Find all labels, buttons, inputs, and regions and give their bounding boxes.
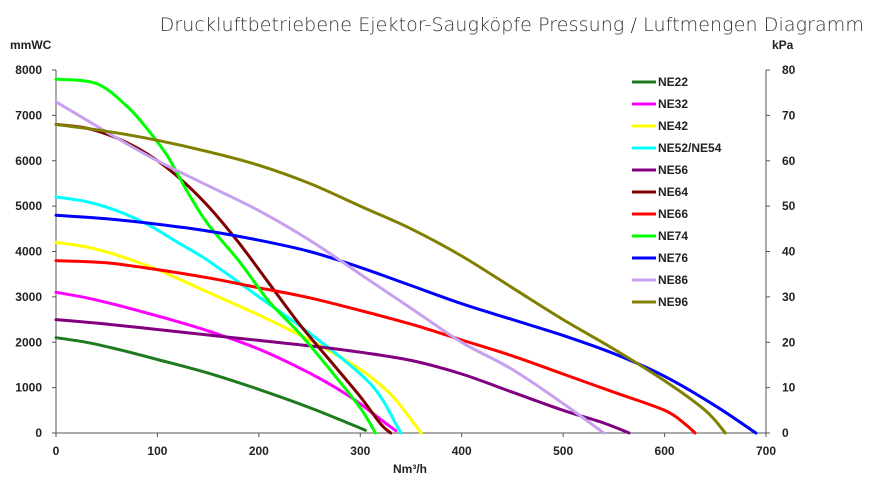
x-tick-label: 300 (350, 444, 370, 458)
legend-label-ne32: NE32 (658, 97, 688, 111)
left-tick-label: 7000 (15, 108, 42, 122)
legend-label-ne66: NE66 (658, 207, 688, 221)
right-tick-label: 60 (782, 154, 796, 168)
legend-label-ne74: NE74 (658, 229, 688, 243)
left-axis-unit: mmWC (10, 38, 52, 52)
x-tick-label: 400 (452, 444, 472, 458)
series-line-ne86 (54, 100, 606, 435)
x-tick-label: 100 (147, 444, 167, 458)
legend-label-ne52-ne54: NE52/NE54 (658, 141, 722, 155)
left-tick-label: 6000 (15, 154, 42, 168)
left-tick-label: 2000 (15, 335, 42, 349)
right-tick-label: 50 (782, 199, 796, 213)
legend-label-ne42: NE42 (658, 119, 688, 133)
right-tick-label: 40 (782, 245, 796, 259)
series-line-ne96 (54, 122, 727, 435)
left-tick-label: 0 (35, 426, 42, 440)
series-line-ne74 (54, 77, 377, 435)
chart-title: Druckluftbetriebene Ejektor-Saugköpfe Pr… (159, 14, 864, 36)
legend-label-ne86: NE86 (658, 273, 688, 287)
series-line-ne52-ne54 (54, 195, 403, 435)
left-tick-label: 5000 (15, 199, 42, 213)
series-line-ne76 (54, 213, 758, 435)
series-line-ne64 (54, 122, 393, 435)
series-line-ne56 (54, 318, 631, 435)
x-tick-label: 0 (53, 444, 60, 458)
left-tick-label: 1000 (15, 381, 42, 395)
left-tick-label: 4000 (15, 245, 42, 259)
right-tick-label: 10 (782, 381, 796, 395)
left-tick-label: 3000 (15, 290, 42, 304)
x-axis-label: Nm³/h (393, 462, 427, 476)
series-line-ne42 (54, 240, 423, 435)
x-tick-label: 500 (553, 444, 573, 458)
legend-label-ne64: NE64 (658, 185, 688, 199)
right-tick-label: 80 (782, 63, 796, 77)
left-tick-label: 8000 (15, 63, 42, 77)
right-tick-label: 0 (782, 426, 789, 440)
x-tick-label: 700 (756, 444, 776, 458)
x-tick-label: 200 (249, 444, 269, 458)
series-line-ne22 (54, 336, 367, 432)
right-tick-label: 20 (782, 335, 796, 349)
series-lines (54, 77, 758, 435)
legend-label-ne22: NE22 (658, 75, 688, 89)
axes: 0100020003000400050006000700080000102030… (15, 63, 795, 458)
right-tick-label: 70 (782, 108, 796, 122)
series-line-ne66 (54, 259, 697, 435)
right-axis-unit: kPa (772, 38, 794, 52)
legend-label-ne56: NE56 (658, 163, 688, 177)
legend-label-ne96: NE96 (658, 295, 688, 309)
legend: NE22 NE32 NE42 NE52/NE54 NE56 NE64 NE66 NE74 NE7… (632, 75, 722, 309)
series-line-ne32 (54, 290, 398, 433)
x-tick-label: 600 (655, 444, 675, 458)
legend-label-ne76: NE76 (658, 251, 688, 265)
right-tick-label: 30 (782, 290, 796, 304)
